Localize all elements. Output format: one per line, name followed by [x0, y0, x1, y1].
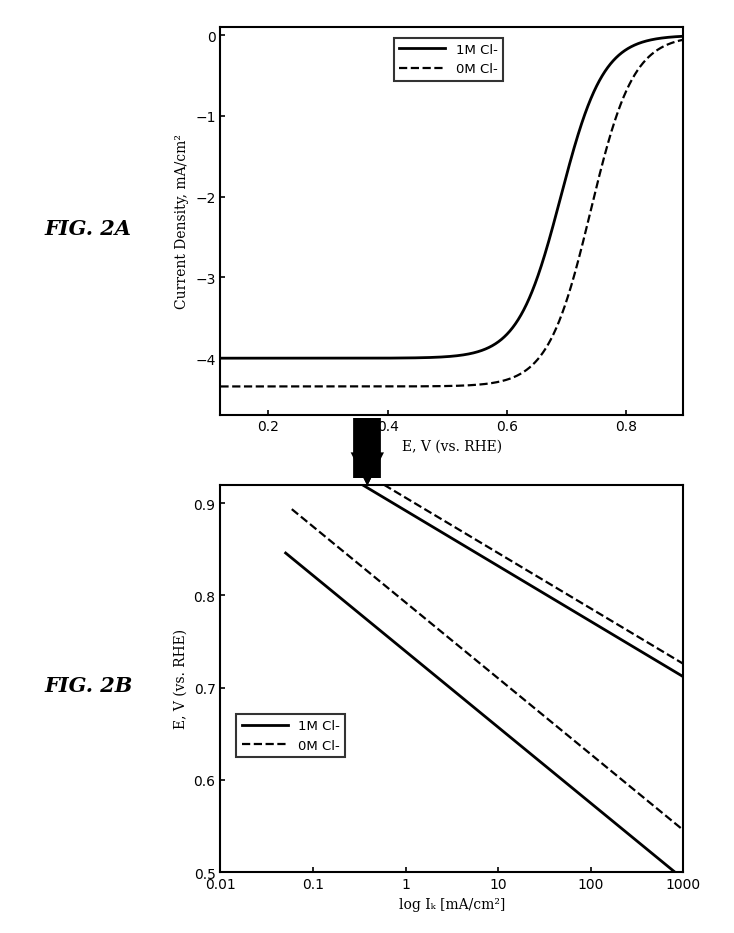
1M Cl-: [440, 352, 449, 363]
1M Cl-: [436, 675, 445, 686]
Line: 1M Cl-: 1M Cl-: [220, 37, 683, 358]
1M Cl-: [429, 353, 437, 364]
Legend: 1M Cl-, 0M Cl-: 1M Cl-, 0M Cl-: [393, 38, 502, 81]
0M Cl-: [608, 767, 617, 778]
Text: FIG. 2B: FIG. 2B: [44, 675, 132, 696]
1M Cl-: [669, 866, 677, 877]
0M Cl-: [493, 673, 502, 684]
0M Cl-: [580, 230, 589, 241]
0M Cl-: [429, 382, 437, 393]
1M Cl-: [299, 562, 308, 573]
1M Cl-: [580, 109, 589, 120]
0M Cl-: [377, 578, 386, 590]
1M Cl-: [612, 819, 621, 830]
Line: 1M Cl-: 1M Cl-: [286, 553, 673, 871]
Y-axis label: Current Density, mA/cm²: Current Density, mA/cm²: [175, 134, 189, 309]
1M Cl-: [216, 353, 225, 364]
1M Cl-: [603, 812, 612, 823]
0M Cl-: [676, 823, 685, 834]
Legend: 1M Cl-, 0M Cl-: 1M Cl-, 0M Cl-: [236, 715, 345, 758]
1M Cl-: [417, 660, 426, 671]
0M Cl-: [648, 800, 657, 811]
Y-axis label: E, V (vs. RHE): E, V (vs. RHE): [174, 629, 188, 729]
0M Cl-: [447, 635, 456, 647]
Line: 0M Cl-: 0M Cl-: [220, 40, 683, 387]
1M Cl-: [470, 703, 479, 714]
0M Cl-: [665, 39, 674, 50]
0M Cl-: [509, 686, 518, 697]
0M Cl-: [286, 503, 294, 514]
X-axis label: E, V (vs. RHE): E, V (vs. RHE): [401, 439, 501, 453]
Text: FIG. 2A: FIG. 2A: [44, 218, 131, 239]
1M Cl-: [664, 33, 673, 44]
1M Cl-: [665, 33, 674, 44]
0M Cl-: [678, 35, 687, 46]
1M Cl-: [281, 548, 290, 559]
0M Cl-: [239, 382, 248, 393]
X-axis label: log Iₖ [mA/cm²]: log Iₖ [mA/cm²]: [399, 897, 504, 911]
1M Cl-: [239, 353, 248, 364]
Line: 0M Cl-: 0M Cl-: [290, 508, 680, 829]
0M Cl-: [440, 381, 449, 392]
1M Cl-: [678, 32, 687, 43]
0M Cl-: [216, 382, 225, 393]
0M Cl-: [664, 39, 673, 50]
